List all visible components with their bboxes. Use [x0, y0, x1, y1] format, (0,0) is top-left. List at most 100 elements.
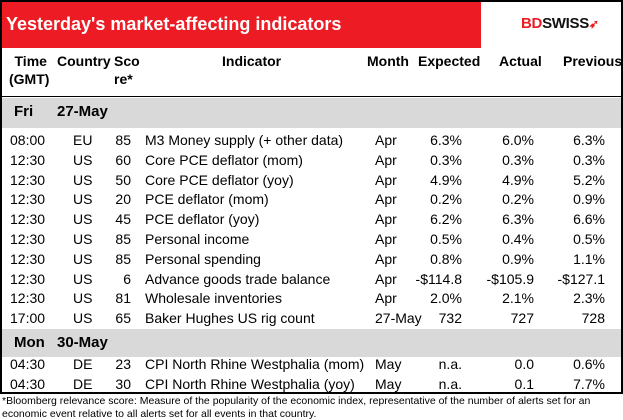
day-name: Mon: [14, 334, 45, 351]
cell-score: 85: [115, 132, 131, 148]
cell-previous: 6.6%: [573, 211, 605, 228]
cell-indicator: Baker Hughes US rig count: [145, 310, 315, 327]
cell-score: 30: [115, 375, 131, 392]
cell-indicator: Personal spending: [145, 250, 261, 267]
cell-month: Apr: [375, 250, 397, 267]
cell-country: US: [73, 270, 93, 287]
bdswiss-logo: BDSWISS➶: [521, 15, 599, 32]
cell-indicator: Personal income: [145, 231, 250, 247]
cell-country: US: [73, 191, 93, 208]
header-time: Time (GMT): [9, 53, 50, 87]
cell-score: 6: [123, 270, 131, 287]
logo-box: BDSWISS➶: [481, 2, 621, 48]
cell-expected: 4.9%: [430, 171, 462, 188]
arrow-icon: ➶: [588, 17, 599, 31]
cell-previous: 7.7%: [573, 375, 605, 392]
cell-expected: -$114.8: [415, 270, 462, 287]
cell-indicator: CPI North Rhine Westphalia (yoy): [145, 375, 355, 392]
cell-score: 85: [115, 250, 131, 267]
cell-previous: 0.6%: [573, 356, 605, 372]
cell-month: Apr: [375, 290, 397, 307]
cell-country: US: [73, 290, 93, 307]
day-row: Fri 27-May: [2, 98, 621, 128]
cell-actual: 0.9%: [502, 250, 534, 267]
table-row: 12:30 US 50 Core PCE deflator (yoy) Apr 4.9% 4…: [2, 170, 621, 190]
cell-actual: 0.4%: [502, 231, 534, 247]
header-month: Month: [367, 53, 409, 69]
table-row: 12:30 US 20 PCE deflator (mom) Apr 0.2% 0.2% 0.…: [2, 189, 621, 209]
cell-expected: n.a.: [438, 375, 462, 392]
cell-actual: 0.1: [514, 375, 534, 392]
header-score: Sco re*: [114, 53, 140, 87]
cell-actual: 4.9%: [502, 171, 534, 188]
cell-score: 45: [115, 211, 131, 228]
cell-indicator: Advance goods trade balance: [145, 270, 331, 287]
cell-expected: 0.3%: [430, 151, 462, 168]
cell-actual: -$105.9: [486, 270, 534, 287]
header-indicator: Indicator: [222, 53, 282, 69]
cell-country: DE: [73, 375, 93, 392]
cell-expected: 732: [438, 310, 462, 327]
table-row: 12:30 US 85 Personal spending Apr 0.8% 0.9% 1.1…: [2, 249, 621, 269]
cell-previous: 1.1%: [573, 250, 605, 267]
cell-actual: 0.3%: [502, 151, 534, 168]
table-row: 04:30 DE 30 CPI North Rhine Westphalia (yoy…: [2, 374, 621, 394]
cell-time: 08:00: [10, 132, 46, 148]
cell-previous: 0.3%: [573, 151, 605, 168]
header-country: Country: [57, 53, 111, 69]
cell-expected: n.a.: [438, 356, 462, 372]
cell-country: US: [73, 310, 93, 327]
table-row: 04:30 DE 23 CPI North Rhine Westphalia (mom…: [2, 354, 621, 374]
cell-indicator: Wholesale inventories: [145, 290, 282, 307]
table-row: 12:30 US 60 Core PCE deflator (mom) Apr 0.3% 0…: [2, 150, 621, 170]
header-previous: Previous: [563, 53, 623, 69]
cell-previous: -$127.1: [557, 270, 605, 287]
cell-previous: 2.3%: [573, 290, 605, 307]
day-date: 30-May: [57, 334, 108, 351]
cell-country: US: [73, 250, 93, 267]
cell-indicator: M3 Money supply (+ other data): [145, 132, 344, 148]
cell-expected: 2.0%: [430, 290, 462, 307]
header-expected: Expected: [418, 53, 481, 69]
cell-month: Apr: [375, 151, 397, 168]
cell-score: 60: [115, 151, 131, 168]
cell-expected: 6.2%: [430, 211, 462, 228]
cell-time: 12:30: [10, 231, 46, 247]
cell-month: Apr: [375, 171, 397, 188]
cell-month: Apr: [375, 270, 397, 287]
cell-previous: 728: [581, 310, 605, 327]
cell-month: Apr: [375, 191, 397, 208]
cell-month: Apr: [375, 231, 397, 247]
footnote: *Bloomberg relevance score: Measure of t…: [2, 395, 591, 420]
cell-expected: 0.8%: [430, 250, 462, 267]
cell-time: 12:30: [10, 270, 46, 287]
cell-country: US: [73, 151, 93, 168]
cell-indicator: PCE deflator (yoy): [145, 211, 260, 228]
cell-score: 50: [115, 171, 131, 188]
cell-time: 12:30: [10, 171, 46, 188]
page-title: Yesterday's market-affecting indicators: [6, 14, 342, 34]
cell-country: US: [73, 171, 93, 188]
day-row: Mon 30-May: [2, 329, 621, 357]
header-actual: Actual: [499, 53, 542, 69]
cell-month: May: [375, 375, 402, 392]
cell-expected: 0.2%: [430, 191, 462, 208]
table-row: 12:30 US 81 Wholesale inventories Apr 2.0% 2.1…: [2, 288, 621, 308]
cell-score: 85: [115, 231, 131, 247]
cell-time: 04:30: [10, 375, 46, 392]
cell-actual: 6.3%: [502, 211, 534, 228]
cell-indicator: CPI North Rhine Westphalia (mom): [145, 356, 365, 372]
table-row: 17:00 US 65 Baker Hughes US rig count 27-May…: [2, 308, 621, 328]
table-row: 12:30 US 6 Advance goods trade balance Apr -$…: [2, 269, 621, 289]
cell-indicator: Core PCE deflator (yoy): [145, 171, 294, 188]
cell-score: 81: [115, 290, 131, 307]
cell-time: 17:00: [10, 310, 46, 327]
cell-indicator: Core PCE deflator (mom): [145, 151, 303, 168]
table-header: Time (GMT) Country Sco re* Indicator Month…: [2, 48, 623, 97]
cell-previous: 5.2%: [573, 171, 605, 188]
cell-actual: 2.1%: [502, 290, 534, 307]
cell-time: 12:30: [10, 290, 46, 307]
table-row: 12:30 US 85 Personal income Apr 0.5% 0.4% 0.5%: [2, 229, 621, 249]
cell-previous: 0.5%: [573, 231, 605, 247]
cell-time: 12:30: [10, 151, 46, 168]
